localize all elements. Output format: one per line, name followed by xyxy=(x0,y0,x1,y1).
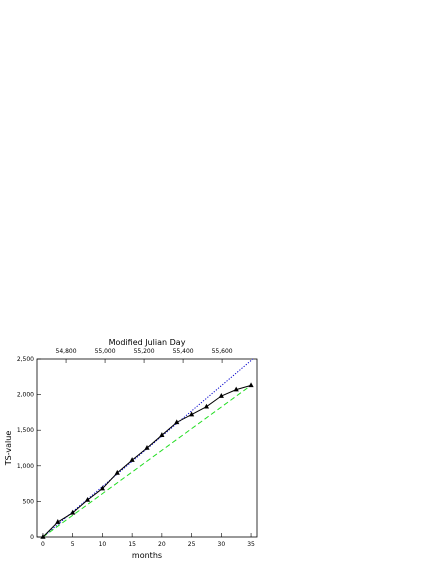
top-tick-label: 55,200 xyxy=(134,348,155,355)
y-tick-label: 500 xyxy=(23,498,35,505)
series-line xyxy=(42,384,252,538)
point-marker xyxy=(159,432,165,437)
top-tick-label: 55,400 xyxy=(173,348,194,355)
y-tick-label: 1,000 xyxy=(17,463,34,470)
point-marker xyxy=(188,411,195,417)
x-tick-label: 20 xyxy=(158,541,166,548)
y-tick-label: 0 xyxy=(30,534,34,541)
x-tick-label: 30 xyxy=(218,541,226,548)
x-tick-label: 10 xyxy=(99,541,107,548)
point-marker xyxy=(84,496,91,502)
point-marker xyxy=(174,419,180,425)
x-axis-title: months xyxy=(132,551,162,560)
point-marker xyxy=(248,382,254,388)
x-tick-label: 35 xyxy=(247,541,255,548)
top-tick-label: 55,600 xyxy=(212,348,233,355)
y-axis-title: TS-value xyxy=(4,431,13,467)
x-tick-label: 0 xyxy=(41,541,45,548)
x-tick-label: 15 xyxy=(128,541,136,548)
point-marker xyxy=(55,519,61,524)
point-marker xyxy=(144,445,150,450)
point-marker xyxy=(233,386,239,392)
top-axis-title: Modified Julian Day xyxy=(109,338,186,347)
point-marker xyxy=(114,469,120,475)
plot-frame xyxy=(36,358,258,538)
y-tick-label: 2,000 xyxy=(17,392,34,399)
point-marker xyxy=(203,403,210,409)
top-tick-label: 55,000 xyxy=(95,348,116,355)
point-marker xyxy=(129,457,135,462)
x-tick-label: 5 xyxy=(71,541,75,548)
point-marker xyxy=(70,509,76,515)
point-marker xyxy=(40,534,46,539)
y-tick-label: 1,500 xyxy=(17,427,34,434)
point-marker xyxy=(99,485,106,491)
x-tick-label: 25 xyxy=(188,541,196,548)
y-tick-label: 2,500 xyxy=(17,356,34,363)
top-tick-label: 54,800 xyxy=(56,348,77,355)
point-marker xyxy=(218,393,224,398)
